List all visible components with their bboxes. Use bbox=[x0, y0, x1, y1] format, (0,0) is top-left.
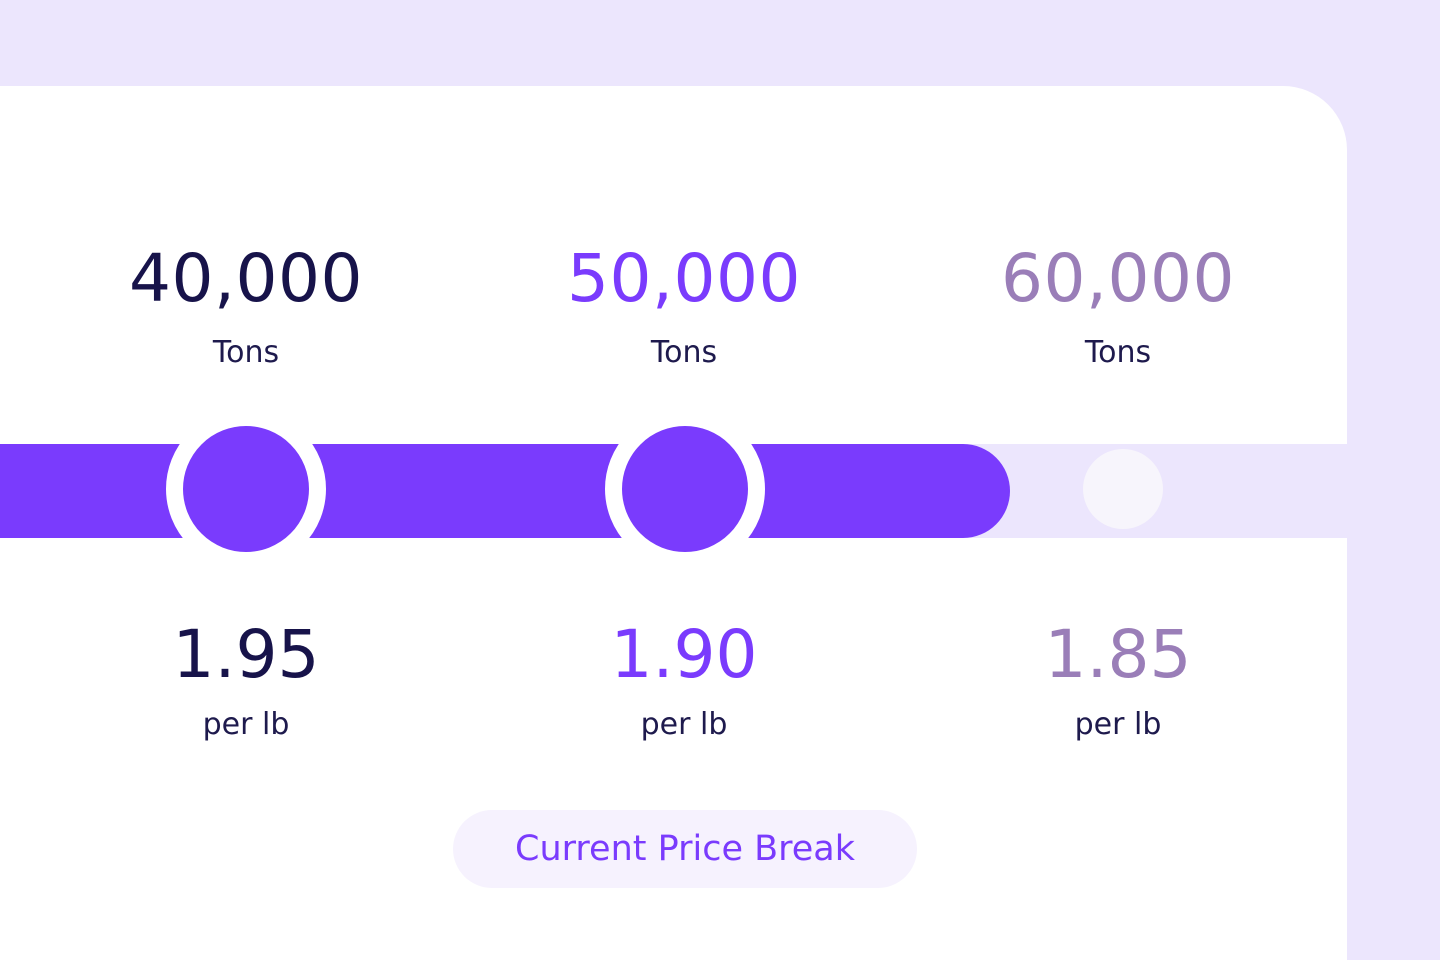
tier-1-price: 1.95 bbox=[172, 616, 320, 693]
tier-1-price-unit: per lb bbox=[202, 707, 290, 742]
tier-2-price-unit: per lb bbox=[640, 707, 728, 742]
tier-1-quantity: 40,000 bbox=[129, 240, 363, 317]
tier-2-quantity: 50,000 bbox=[567, 240, 801, 317]
tier-3-price: 1.85 bbox=[1044, 616, 1192, 693]
tier-1-unit: Tons bbox=[212, 335, 280, 370]
current-price-break-badge: Current Price Break bbox=[453, 810, 917, 888]
tier-2-unit: Tons bbox=[650, 335, 718, 370]
tier-2-price: 1.90 bbox=[610, 616, 758, 693]
tier-1-marker[interactable] bbox=[166, 409, 326, 569]
price-break-card: 40,000 50,000 60,000 Tons Tons Tons 1.95… bbox=[0, 86, 1347, 960]
progress-fill bbox=[0, 444, 1010, 538]
tier-3-quantity: 60,000 bbox=[1001, 240, 1235, 317]
tier-2-marker[interactable] bbox=[605, 409, 765, 569]
tier-3-unit: Tons bbox=[1084, 335, 1152, 370]
tier-3-price-unit: per lb bbox=[1074, 707, 1162, 742]
tier-3-marker[interactable] bbox=[1083, 449, 1163, 529]
